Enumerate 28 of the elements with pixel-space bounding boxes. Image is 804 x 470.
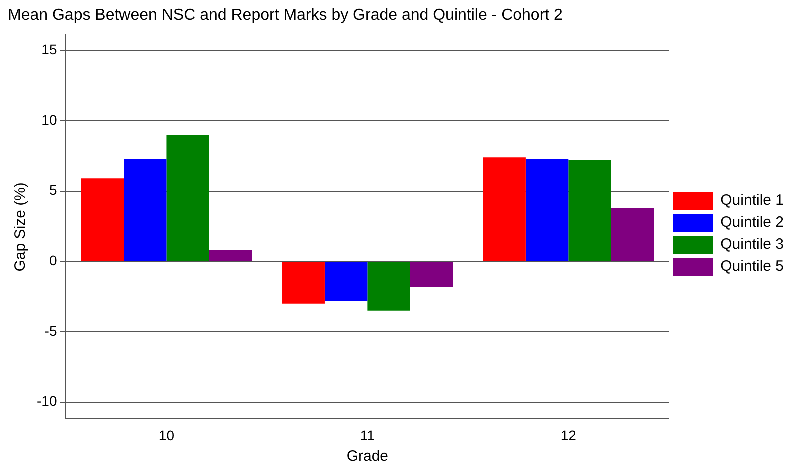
y-tick-label: 10 bbox=[42, 112, 58, 128]
bar bbox=[81, 178, 124, 262]
x-tick-label: 11 bbox=[360, 427, 376, 444]
legend-label: Quintile 5 bbox=[720, 258, 784, 276]
bar bbox=[410, 262, 454, 287]
chart-title: Mean Gaps Between NSC and Report Marks by Grade and Quintile - Cohort 2 bbox=[8, 7, 564, 24]
x-axis-title: Grade bbox=[346, 448, 389, 466]
y-axis-title: Gap Size (%) bbox=[12, 182, 30, 272]
bar bbox=[209, 250, 252, 262]
bar bbox=[124, 158, 167, 262]
x-tick-label: 12 bbox=[560, 427, 577, 444]
y-tick-label: -5 bbox=[44, 322, 58, 339]
legend-label: Quintile 3 bbox=[720, 236, 784, 254]
bar bbox=[568, 160, 612, 262]
bar bbox=[166, 135, 210, 262]
bar bbox=[483, 158, 526, 262]
bar bbox=[368, 262, 410, 311]
legend-label: Quintile 1 bbox=[720, 192, 784, 210]
bar bbox=[526, 158, 569, 262]
x-tick-label: 10 bbox=[158, 427, 175, 444]
y-tick-label: 0 bbox=[49, 252, 58, 269]
bar bbox=[611, 208, 654, 262]
legend-label: Quintile 2 bbox=[720, 214, 784, 232]
y-tick-label: 15 bbox=[42, 42, 58, 58]
y-tick-label: -10 bbox=[37, 393, 58, 410]
bar bbox=[324, 262, 368, 302]
bar bbox=[282, 262, 325, 304]
y-tick-label: 5 bbox=[49, 182, 58, 198]
